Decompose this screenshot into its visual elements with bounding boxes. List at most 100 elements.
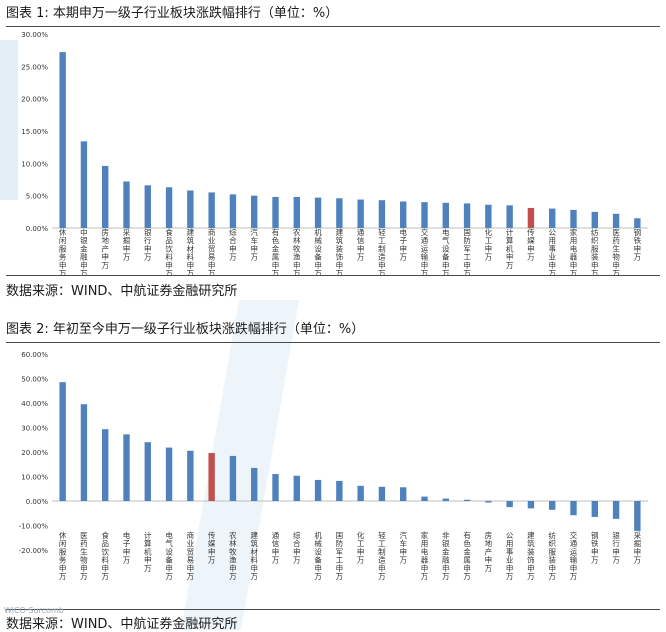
chart1-bar [421, 202, 428, 228]
chart1-category-label: 食品饮料申万 [165, 227, 173, 276]
figure1-source: 数据来源：WIND、中航证券金融研究所 [6, 284, 238, 299]
chart1-bar [208, 192, 215, 228]
chart2-category-label: 轻工制造申万 [378, 530, 386, 581]
figure2-title: 图表 2: 年初至今申万一级子行业板块涨跌幅排行（单位：%） [6, 322, 365, 337]
chart2-category-label: 商业贸易申万 [187, 530, 195, 581]
background-watermark-shape [0, 40, 18, 200]
chart1-category-label: 传媒申万 [527, 227, 535, 262]
chart2-bar [293, 475, 300, 501]
chart1-bar [251, 195, 258, 228]
chart1-category-label: 综合申万 [229, 227, 237, 262]
chart1-ytick-label: 10.00% [21, 160, 48, 168]
chart2-category-label: 房地产申万 [485, 530, 493, 573]
chart1-bar [336, 198, 343, 228]
chart1-category-label: 电子申万 [399, 227, 407, 262]
figure2-bottom-rule [6, 609, 660, 610]
chart2-ytick-label: 60.00% [21, 351, 48, 359]
chart1-category-label: 商业贸易申万 [208, 227, 216, 276]
chart2-bar [336, 480, 343, 501]
chart1-category-label: 计算机申万 [506, 227, 514, 270]
chart1-category-label: 建筑装饰申万 [336, 227, 344, 276]
chart1-category-label: 房地产申万 [101, 227, 109, 270]
chart2-bar [463, 499, 471, 501]
chart1-category-label: 机械设备申万 [314, 227, 322, 276]
chart1-category-label: 农林牧渔申万 [293, 227, 301, 276]
chart2-category-label: 国防军工申万 [336, 531, 344, 581]
chart1-category-label: 通信申万 [357, 227, 365, 262]
chart1-bar [463, 203, 471, 228]
chart2-category-label: 家用电器申万 [421, 530, 429, 581]
chart1-category-label: 银行申万 [144, 228, 152, 262]
chart2-bar [102, 429, 109, 501]
chart2-ytick-label: 0.00% [26, 498, 49, 506]
chart2-category-label: 钢铁申万 [591, 530, 599, 565]
chart1-ytick-label: 0.00% [26, 225, 49, 233]
chart1: 0.00% 5.00% 10.00% 15.00% 20.00% 25.00% 30.00%… [21, 31, 648, 276]
chart2-bar [144, 442, 151, 501]
chart2-bar [80, 404, 88, 501]
chart1-ytick-label: 20.00% [21, 96, 48, 104]
chart1-bar [272, 196, 279, 228]
chart2-ytick-label: -10.00% [19, 523, 49, 531]
chart2-category-label: 化工申万 [357, 530, 365, 565]
chart1-category-label: 轻工制造申万 [378, 227, 386, 276]
chart2-category-label: 交通运输申万 [570, 530, 578, 581]
chart2-bar [527, 501, 535, 509]
chart2-bar [208, 452, 215, 501]
chart2-category-label: 非银金融申万 [442, 530, 450, 581]
chart1-ytick-label: 25.00% [21, 63, 48, 71]
chart2-bar [229, 455, 237, 501]
chart1-category-label: 建筑材料申万 [187, 227, 195, 276]
chart2-bar [314, 479, 322, 501]
chart2-bar [506, 501, 513, 508]
chart1-bar [634, 218, 641, 228]
chart1-category-label: 家用电器申万 [570, 227, 578, 276]
chart1-bar [591, 211, 598, 228]
chart2-ytick-label: 10.00% [21, 474, 48, 482]
chart1-category-label: 有色金属申万 [272, 227, 280, 276]
chart2-category-label: 医药生物申万 [80, 531, 88, 581]
chart2-bar [591, 501, 598, 517]
chart2-bar [123, 434, 130, 501]
chart2-bar [612, 501, 620, 519]
chart2-bar [442, 498, 449, 501]
chart2-category-label: 纺织服装申万 [548, 530, 556, 581]
watermark-text: WiCO·Surcomb [4, 606, 64, 615]
chart1-bar [229, 194, 237, 228]
chart2-category-label: 银行申万 [612, 531, 620, 565]
figure1-title: 图表 1: 本期申万一级子行业板块涨跌幅排行（单位：%） [6, 6, 339, 21]
chart2-category-label: 建筑材料申万 [250, 530, 258, 581]
chart1-bar [506, 205, 513, 228]
chart2-category-label: 电气设备申万 [165, 530, 173, 581]
chart1-bar [357, 199, 364, 228]
chart2-bar [485, 501, 492, 503]
chart1-bar [485, 204, 492, 228]
chart1-category-label: 交通运输申万 [421, 227, 429, 276]
chart1-ytick-label: 5.00% [26, 193, 49, 201]
chart1-ytick-label: 15.00% [21, 128, 48, 136]
chart2-category-label: 传媒申万 [208, 530, 216, 565]
chart1-category-label: 电气设备申万 [442, 227, 450, 276]
chart1-category-label: 化工申万 [485, 227, 493, 262]
chart2-bar [187, 450, 194, 501]
chart2-category-label: 采掘申万 [634, 530, 642, 565]
chart2-category-label: 有色金属申万 [463, 530, 471, 581]
chart1-ytick-label: 30.00% [21, 31, 48, 39]
chart1-bar [187, 190, 194, 228]
chart1-bar [400, 201, 407, 228]
chart2-category-label: 电子申万 [123, 530, 131, 565]
chart2-bar [272, 474, 279, 501]
chart1-category-label: 公用事业申万 [548, 228, 556, 276]
chart2-ytick-label: 20.00% [21, 449, 48, 457]
chart2-bar [59, 382, 66, 501]
chart1-category-label: 国防军工申万 [463, 228, 471, 276]
chart2-category-label: 公用事业申万 [506, 531, 514, 581]
chart1-category-label: 采掘申万 [123, 227, 131, 262]
chart2-ytick-label: 40.00% [21, 400, 48, 408]
chart2-bar [570, 501, 577, 516]
chart1-bar [123, 181, 130, 228]
chart1-bar [80, 141, 88, 228]
chart1-bar [612, 213, 620, 228]
chart2-category-label: 通信申万 [272, 530, 280, 565]
chart1-category-label: 医药生物申万 [612, 228, 620, 276]
